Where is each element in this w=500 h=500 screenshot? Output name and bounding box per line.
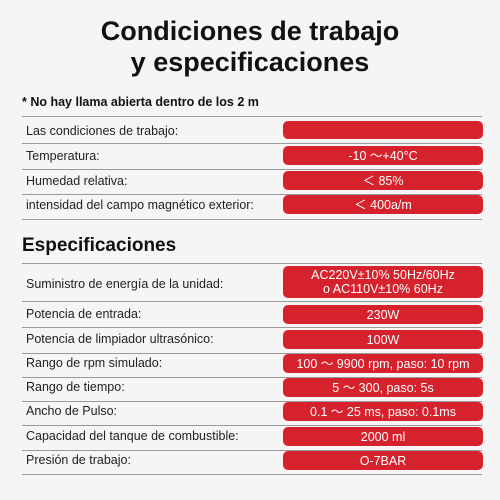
condition-label: Temperatura:	[26, 149, 100, 163]
divider	[22, 377, 482, 378]
title-line-2: y especificaciones	[130, 47, 370, 77]
divider	[22, 327, 482, 328]
page-title: Condiciones de trabajo y especificacione…	[0, 16, 500, 78]
condition-label: Las condiciones de trabajo:	[26, 124, 179, 138]
spec-value: 5 ～ 300, paso: 5s	[283, 378, 483, 397]
divider	[22, 301, 482, 302]
condition-label: Humedad relativa:	[26, 174, 128, 188]
condition-value: ＜ 400a/m	[283, 195, 483, 214]
divider	[22, 263, 482, 264]
spec-value: 2000 ml	[283, 427, 483, 446]
spec-value-line-1: AC220V±10% 50Hz/60Hz	[311, 268, 455, 282]
divider	[22, 401, 482, 402]
spec-value-line-2: o AC110V±10% 60Hz	[323, 282, 443, 296]
safety-note: * No hay llama abierta dentro de los 2 m	[22, 95, 259, 109]
divider	[22, 450, 482, 451]
condition-label: intensidad del campo magnético exterior:	[26, 198, 254, 212]
divider	[22, 143, 482, 144]
specs-title: Especificaciones	[22, 235, 177, 256]
spec-value: O-7BAR	[283, 451, 483, 470]
condition-value	[283, 121, 483, 139]
condition-value: -10 ～+40°C	[283, 146, 483, 165]
spec-value: 0.1 ～ 25 ms, paso: 0.1ms	[283, 402, 483, 421]
condition-value: ＜ 85%	[283, 171, 483, 190]
divider	[22, 353, 482, 354]
divider	[22, 474, 482, 475]
spec-label: Rango de tiempo:	[26, 380, 125, 394]
divider	[22, 169, 482, 170]
spec-value: 100 ～ 9900 rpm, paso: 10 rpm	[283, 354, 483, 373]
divider	[22, 194, 482, 195]
spec-label: Ancho de Pulso:	[26, 404, 118, 418]
spec-label: Rango de rpm simulado:	[26, 356, 163, 370]
spec-label: Potencia de limpiador ultrasónico:	[26, 332, 214, 346]
spec-label: Suministro de energía de la unidad:	[26, 277, 224, 291]
divider	[22, 219, 482, 220]
spec-label: Presión de trabajo:	[26, 453, 131, 467]
spec-value: 230W	[283, 305, 483, 324]
spec-value: AC220V±10% 50Hz/60Hz o AC110V±10% 60Hz	[283, 266, 483, 298]
divider	[22, 116, 482, 117]
title-line-1: Condiciones de trabajo	[100, 16, 400, 46]
spec-value: 100W	[283, 330, 483, 349]
divider	[22, 425, 482, 426]
spec-label: Capacidad del tanque de combustible:	[26, 429, 239, 443]
spec-label: Potencia de entrada:	[26, 307, 142, 321]
